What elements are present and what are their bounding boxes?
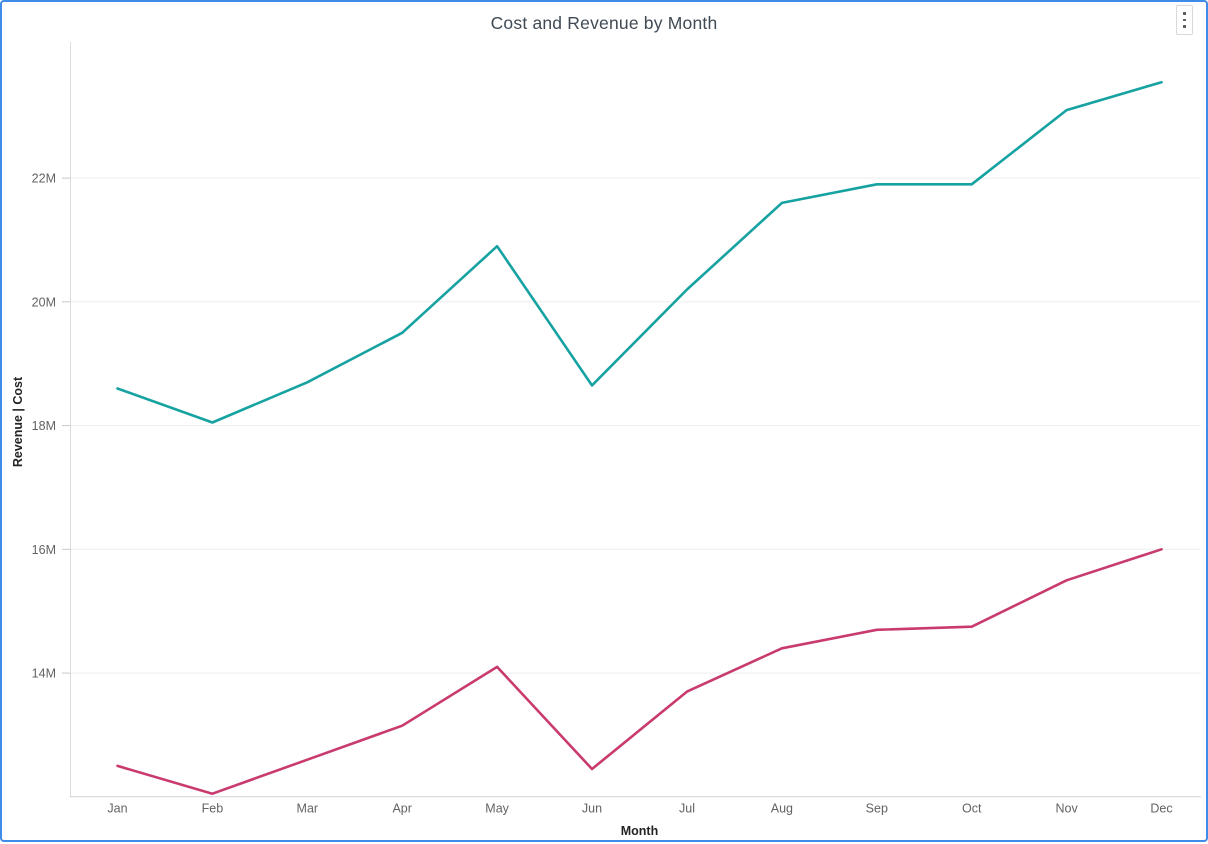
chart-title: Cost and Revenue by Month: [490, 13, 718, 33]
x-tick-label: Dec: [1150, 802, 1172, 816]
y-tick-label: 20M: [32, 295, 56, 309]
y-tick-label: 16M: [32, 543, 56, 557]
x-tick-label: Jun: [582, 802, 602, 816]
x-tick-label: Apr: [392, 802, 411, 816]
x-axis-title: Month: [620, 824, 659, 838]
x-tick-label: Jan: [107, 802, 127, 816]
x-tick-label: May: [485, 802, 509, 816]
x-tick-label: Oct: [962, 802, 982, 816]
x-tick-label: Jul: [679, 802, 695, 816]
cost-line[interactable]: [116, 547, 1163, 796]
y-tick-label: 14M: [32, 667, 56, 681]
x-tick-label: Nov: [1055, 802, 1078, 816]
x-tick-label: Feb: [202, 802, 224, 816]
more-options-button[interactable]: [1176, 5, 1193, 35]
x-tick-label: Aug: [771, 802, 793, 816]
y-tick-label: 22M: [32, 172, 56, 186]
x-tick-label: Mar: [297, 802, 319, 816]
y-axis-title: Revenue | Cost: [11, 376, 25, 468]
kebab-vertical-icon: [1183, 12, 1186, 28]
y-tick-label: 18M: [32, 419, 56, 433]
x-tick-label: Sep: [866, 802, 888, 816]
revenue-line[interactable]: [116, 80, 1163, 424]
